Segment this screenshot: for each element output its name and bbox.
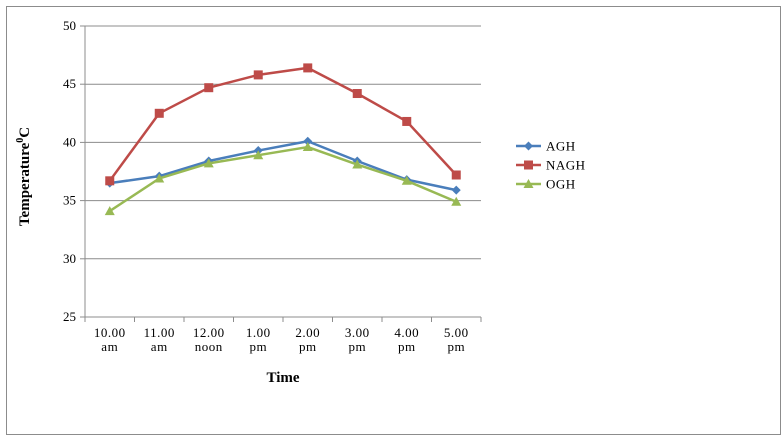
data-point-agh-7 <box>451 185 461 195</box>
data-point-agh-4 <box>303 136 313 146</box>
x-tick-label-line: 5.00 <box>444 325 469 340</box>
y-axis-title-sup: 0 <box>15 138 26 143</box>
series-line-ogh <box>109 145 457 213</box>
data-point-ogh-6 <box>401 175 412 185</box>
legend-marker <box>524 141 533 151</box>
x-tick-label-line: pm <box>249 339 267 354</box>
x-tick-label-line: pm <box>299 339 317 354</box>
legend-item-ogh: OGH <box>516 177 576 192</box>
x-tick-label-line: noon <box>195 339 223 354</box>
x-tick-label-5: 3.00 pm <box>345 325 370 354</box>
x-tick-label-6: 4.00 pm <box>394 325 419 354</box>
series-line-agh <box>109 139 457 192</box>
data-point-ogh-2 <box>203 158 214 168</box>
y-tick-label-30: 30 <box>63 251 76 266</box>
legend-item-nagh: NAGH <box>516 158 586 173</box>
series-line-nagh <box>108 66 458 182</box>
y-tick-labels: 25 30 35 40 45 50 <box>63 18 76 324</box>
legend-label: NAGH <box>546 158 586 173</box>
data-point-nagh-4 <box>303 63 313 73</box>
data-point-nagh-1 <box>154 108 164 118</box>
x-tick-label-7: 5.00 pm <box>444 325 469 354</box>
x-tick-label-line: am <box>151 339 168 354</box>
data-point-ogh-0 <box>104 206 115 216</box>
x-tick-label-line: pm <box>447 339 465 354</box>
y-tick-label-35: 35 <box>63 193 76 208</box>
y-tick-label-50: 50 <box>63 18 76 33</box>
y-tick-label-25: 25 <box>63 309 76 324</box>
series-ogh <box>104 142 462 216</box>
x-tick-label-line: pm <box>348 339 366 354</box>
x-tick-label-3: 1.00 pm <box>246 325 271 354</box>
data-point-ogh-4 <box>302 142 313 152</box>
data-point-nagh-7 <box>451 170 461 180</box>
data-point-ogh-1 <box>154 173 165 183</box>
legend: AGH NAGH OGH <box>516 139 586 192</box>
x-tick-label-line: 4.00 <box>394 325 419 340</box>
legend-item-agh: AGH <box>516 139 576 154</box>
series <box>104 63 462 216</box>
legend-label: AGH <box>546 139 576 154</box>
x-axis-title: Time <box>266 370 299 386</box>
x-tick-label-1: 11.00 am <box>144 325 175 354</box>
data-point-nagh-0 <box>105 176 115 186</box>
x-tick-label-line: am <box>101 339 118 354</box>
y-axis-title-suffix: C <box>17 127 33 138</box>
data-point-nagh-2 <box>204 83 214 93</box>
legend-marker <box>523 179 534 188</box>
y-tick-label-45: 45 <box>63 76 76 91</box>
x-tick-label-line: pm <box>398 339 416 354</box>
x-tick-label-0: 10.00 am <box>94 325 126 354</box>
x-tick-label-4: 2.00 pm <box>295 325 320 354</box>
y-tick-label-40: 40 <box>63 134 76 149</box>
gridlines <box>85 25 481 260</box>
x-tick-label-line: 1.00 <box>246 325 271 340</box>
legend-label: OGH <box>546 177 576 192</box>
chart-frame: 25 30 35 40 45 50 10.00 am 11.00 am 12.00 noon 1.00… <box>6 6 781 435</box>
data-point-ogh-5 <box>352 159 363 169</box>
x-tick-label-2: 12.00 noon <box>193 325 225 354</box>
series-nagh <box>105 63 461 186</box>
data-point-nagh-6 <box>402 116 412 126</box>
x-tick-label-line: 11.00 <box>144 325 175 340</box>
x-tick-label-line: 3.00 <box>345 325 370 340</box>
x-tick-label-line: 12.00 <box>193 325 225 340</box>
y-axis-title: Temperature0C <box>15 127 33 226</box>
axes <box>80 25 482 322</box>
y-axis-title-main: Temperature <box>17 142 33 226</box>
x-tick-label-line: 2.00 <box>295 325 320 340</box>
x-tick-label-line: 10.00 <box>94 325 126 340</box>
data-point-ogh-3 <box>253 150 264 160</box>
data-point-nagh-3 <box>253 70 263 80</box>
legend-marker <box>524 160 533 170</box>
data-point-nagh-5 <box>352 89 362 99</box>
data-point-ogh-7 <box>451 196 462 206</box>
series-agh <box>105 136 461 195</box>
